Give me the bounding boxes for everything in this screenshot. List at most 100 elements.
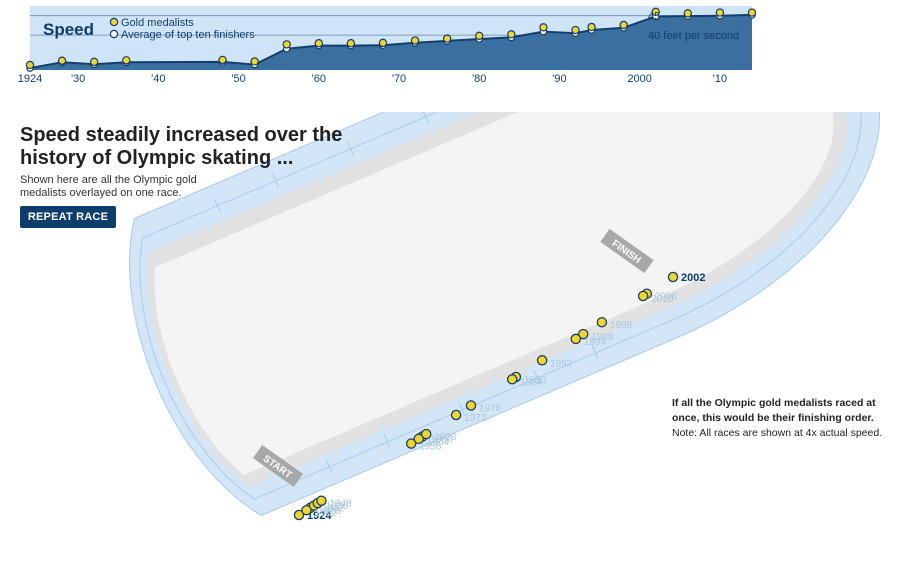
lane-mark-lower-0 bbox=[325, 459, 333, 473]
skater-marker-1972 bbox=[450, 409, 462, 421]
reference-label-40: 40 feet per second bbox=[648, 30, 739, 42]
gold-point-1936 bbox=[122, 56, 131, 65]
legend-average-marker bbox=[109, 29, 119, 39]
gold-point-1964 bbox=[346, 39, 356, 48]
track-lane-line bbox=[139, 112, 862, 500]
skater-marker-1988 bbox=[577, 328, 589, 340]
skater-1952: 1952 bbox=[301, 504, 337, 519]
note-headline: If all the Olympic gold medalists raced … bbox=[672, 397, 876, 424]
skater-marker-1994 bbox=[570, 333, 582, 345]
finishing-order-note: If all the Olympic gold medalists raced … bbox=[672, 396, 898, 441]
lane-mark-upper-1 bbox=[272, 173, 280, 189]
skater-1948: 1948 bbox=[316, 495, 352, 510]
legend-gold-label: Gold medalists bbox=[121, 17, 194, 29]
skater-label-1998: 1998 bbox=[610, 320, 633, 331]
lane-mark-upper-0 bbox=[213, 198, 222, 214]
skater-marker-1968 bbox=[420, 428, 432, 440]
speed-chart: 1924 '30 '40 '50 '60 '70 '80 '90 2000 '10 Speed G… bbox=[18, 6, 757, 85]
speed-chart-title: Speed bbox=[43, 20, 94, 39]
skater-1964: 1964 bbox=[413, 433, 450, 448]
gold-point-1948 bbox=[218, 55, 227, 65]
skater-1924: 1924 bbox=[293, 509, 332, 522]
skater-label-1968: 1968 bbox=[434, 432, 457, 443]
lane-mark-lower-2 bbox=[458, 402, 466, 416]
skater-1972: 1972 bbox=[450, 409, 487, 424]
gold-point-1960 bbox=[314, 39, 323, 48]
skater-label-1972: 1972 bbox=[464, 413, 487, 424]
x-tick-label-2000: 2000 bbox=[627, 73, 651, 85]
skater-label-1984: 1984 bbox=[520, 377, 543, 388]
x-tick-label-1950: '50 bbox=[231, 73, 245, 85]
gold-point-2006 bbox=[683, 9, 693, 18]
gold-point-1984 bbox=[507, 30, 516, 39]
skater-2010: 2010 bbox=[637, 290, 674, 305]
skater-marker-1924 bbox=[293, 509, 305, 521]
x-axis-ticks: 1924 '30 '40 '50 '60 '70 '80 '90 2000 '10 bbox=[18, 73, 727, 85]
gold-point-1988 bbox=[539, 23, 548, 32]
gold-point-1972 bbox=[410, 36, 420, 45]
gold-point-2014 bbox=[747, 8, 757, 17]
lane-mark-lower-1 bbox=[383, 434, 391, 448]
skater-1976: 1976 bbox=[465, 400, 502, 415]
skater-label-1932: 1932 bbox=[322, 504, 345, 515]
legend-gold-marker bbox=[109, 17, 119, 27]
x-tick-label-1930: '30 bbox=[71, 73, 85, 85]
x-tick-label-2010: '10 bbox=[713, 73, 727, 85]
skater-1956: 1956 bbox=[405, 438, 442, 453]
lane-mark-lower-3 bbox=[533, 370, 541, 384]
x-tick-label-1960: '60 bbox=[312, 73, 326, 85]
headline: Speed steadily increased over the histor… bbox=[20, 124, 343, 169]
gold-point-1952 bbox=[250, 57, 259, 66]
chart-legend: Gold medalists Average of top ten finish… bbox=[109, 17, 255, 41]
x-tick-label-1990: '90 bbox=[552, 73, 566, 85]
gold-point-1976 bbox=[442, 34, 452, 43]
reference-label-45: 45 bbox=[648, 11, 660, 23]
skater-label-1948: 1948 bbox=[329, 499, 352, 510]
skater-label-2010: 2010 bbox=[651, 294, 674, 305]
legend-average-label: Average of top ten finishers bbox=[121, 29, 255, 41]
gold-point-1924 bbox=[25, 60, 35, 70]
skater-label-1936: 1936 bbox=[326, 501, 349, 512]
skater-1984: 1984 bbox=[506, 374, 543, 388]
skater-label-1956: 1956 bbox=[419, 442, 442, 453]
skater-label-1994: 1994 bbox=[584, 337, 607, 348]
repeat-race-button[interactable]: REPEAT RACE bbox=[20, 206, 116, 228]
skater-marker-1948 bbox=[316, 495, 327, 506]
skater-2002: 2002 bbox=[667, 271, 705, 284]
finish-sign-plate bbox=[600, 228, 654, 274]
gold-point-2002 bbox=[651, 7, 660, 17]
skater-label-2002: 2002 bbox=[681, 272, 705, 284]
subtitle: Shown here are all the Olympic gold meda… bbox=[20, 174, 197, 199]
gold-point-1992 bbox=[571, 25, 580, 35]
skater-label-1980: 1980 bbox=[524, 375, 547, 386]
lane-mark-upper-3 bbox=[422, 112, 430, 125]
gold-point-1928 bbox=[57, 56, 67, 65]
gold-point-1932 bbox=[89, 57, 99, 67]
gold-point-1980 bbox=[475, 31, 484, 41]
skater-label-1928: 1928 bbox=[318, 506, 341, 517]
skater-label-1992: 1992 bbox=[550, 358, 573, 369]
skater-1992: 1992 bbox=[536, 355, 573, 369]
skater-label-1960: 1960 bbox=[430, 435, 453, 446]
gold-point-1998 bbox=[619, 20, 628, 30]
skater-1998: 1998 bbox=[596, 316, 633, 331]
gold-point-1968 bbox=[378, 38, 388, 48]
skater-label-1924: 1924 bbox=[307, 510, 332, 522]
skater-label-2006: 2006 bbox=[655, 292, 678, 303]
skater-marker-1952 bbox=[301, 504, 312, 516]
track-infield bbox=[154, 112, 834, 475]
gold-point-2010 bbox=[715, 8, 725, 17]
skater-marker-1992 bbox=[536, 355, 548, 366]
skater-label-1976: 1976 bbox=[479, 404, 502, 415]
skater-marker-1984 bbox=[506, 374, 518, 385]
note-text: Note: All races are shown at 4x actual s… bbox=[672, 427, 883, 439]
skater-label-1964: 1964 bbox=[427, 437, 450, 448]
skater-1968: 1968 bbox=[420, 428, 457, 443]
speed-line bbox=[29, 13, 753, 70]
skater-marker-1964 bbox=[413, 433, 424, 445]
speed-area bbox=[30, 14, 752, 70]
x-tick-label-1970: '70 bbox=[392, 73, 406, 85]
start-sign-plate bbox=[252, 445, 304, 487]
track-markings bbox=[213, 112, 599, 473]
